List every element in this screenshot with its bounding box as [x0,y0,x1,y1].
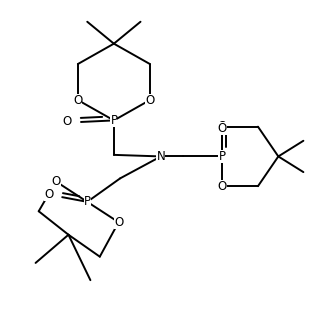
Text: P: P [84,195,91,208]
Text: O: O [217,180,227,193]
Text: O: O [62,115,72,129]
Text: O: O [114,216,123,229]
Text: O: O [145,94,154,106]
Text: O: O [217,122,227,135]
Text: O: O [51,175,61,188]
Text: O: O [44,187,54,201]
Text: P: P [218,150,225,163]
Text: P: P [111,114,117,127]
Text: N: N [156,150,165,163]
Text: O: O [217,120,227,133]
Text: O: O [73,94,82,106]
